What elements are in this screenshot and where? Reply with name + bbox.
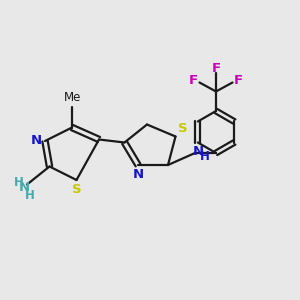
- Text: F: F: [189, 74, 198, 88]
- Text: S: S: [178, 122, 188, 135]
- Text: H: H: [200, 149, 210, 163]
- Text: N: N: [133, 167, 144, 181]
- Text: F: F: [234, 74, 243, 88]
- Text: H: H: [25, 189, 34, 203]
- Text: H: H: [14, 176, 23, 190]
- Text: N: N: [31, 134, 42, 147]
- Text: N: N: [192, 145, 204, 158]
- Text: Me: Me: [64, 91, 81, 104]
- Text: S: S: [72, 183, 81, 196]
- Text: F: F: [212, 61, 220, 75]
- Text: N: N: [19, 181, 30, 194]
